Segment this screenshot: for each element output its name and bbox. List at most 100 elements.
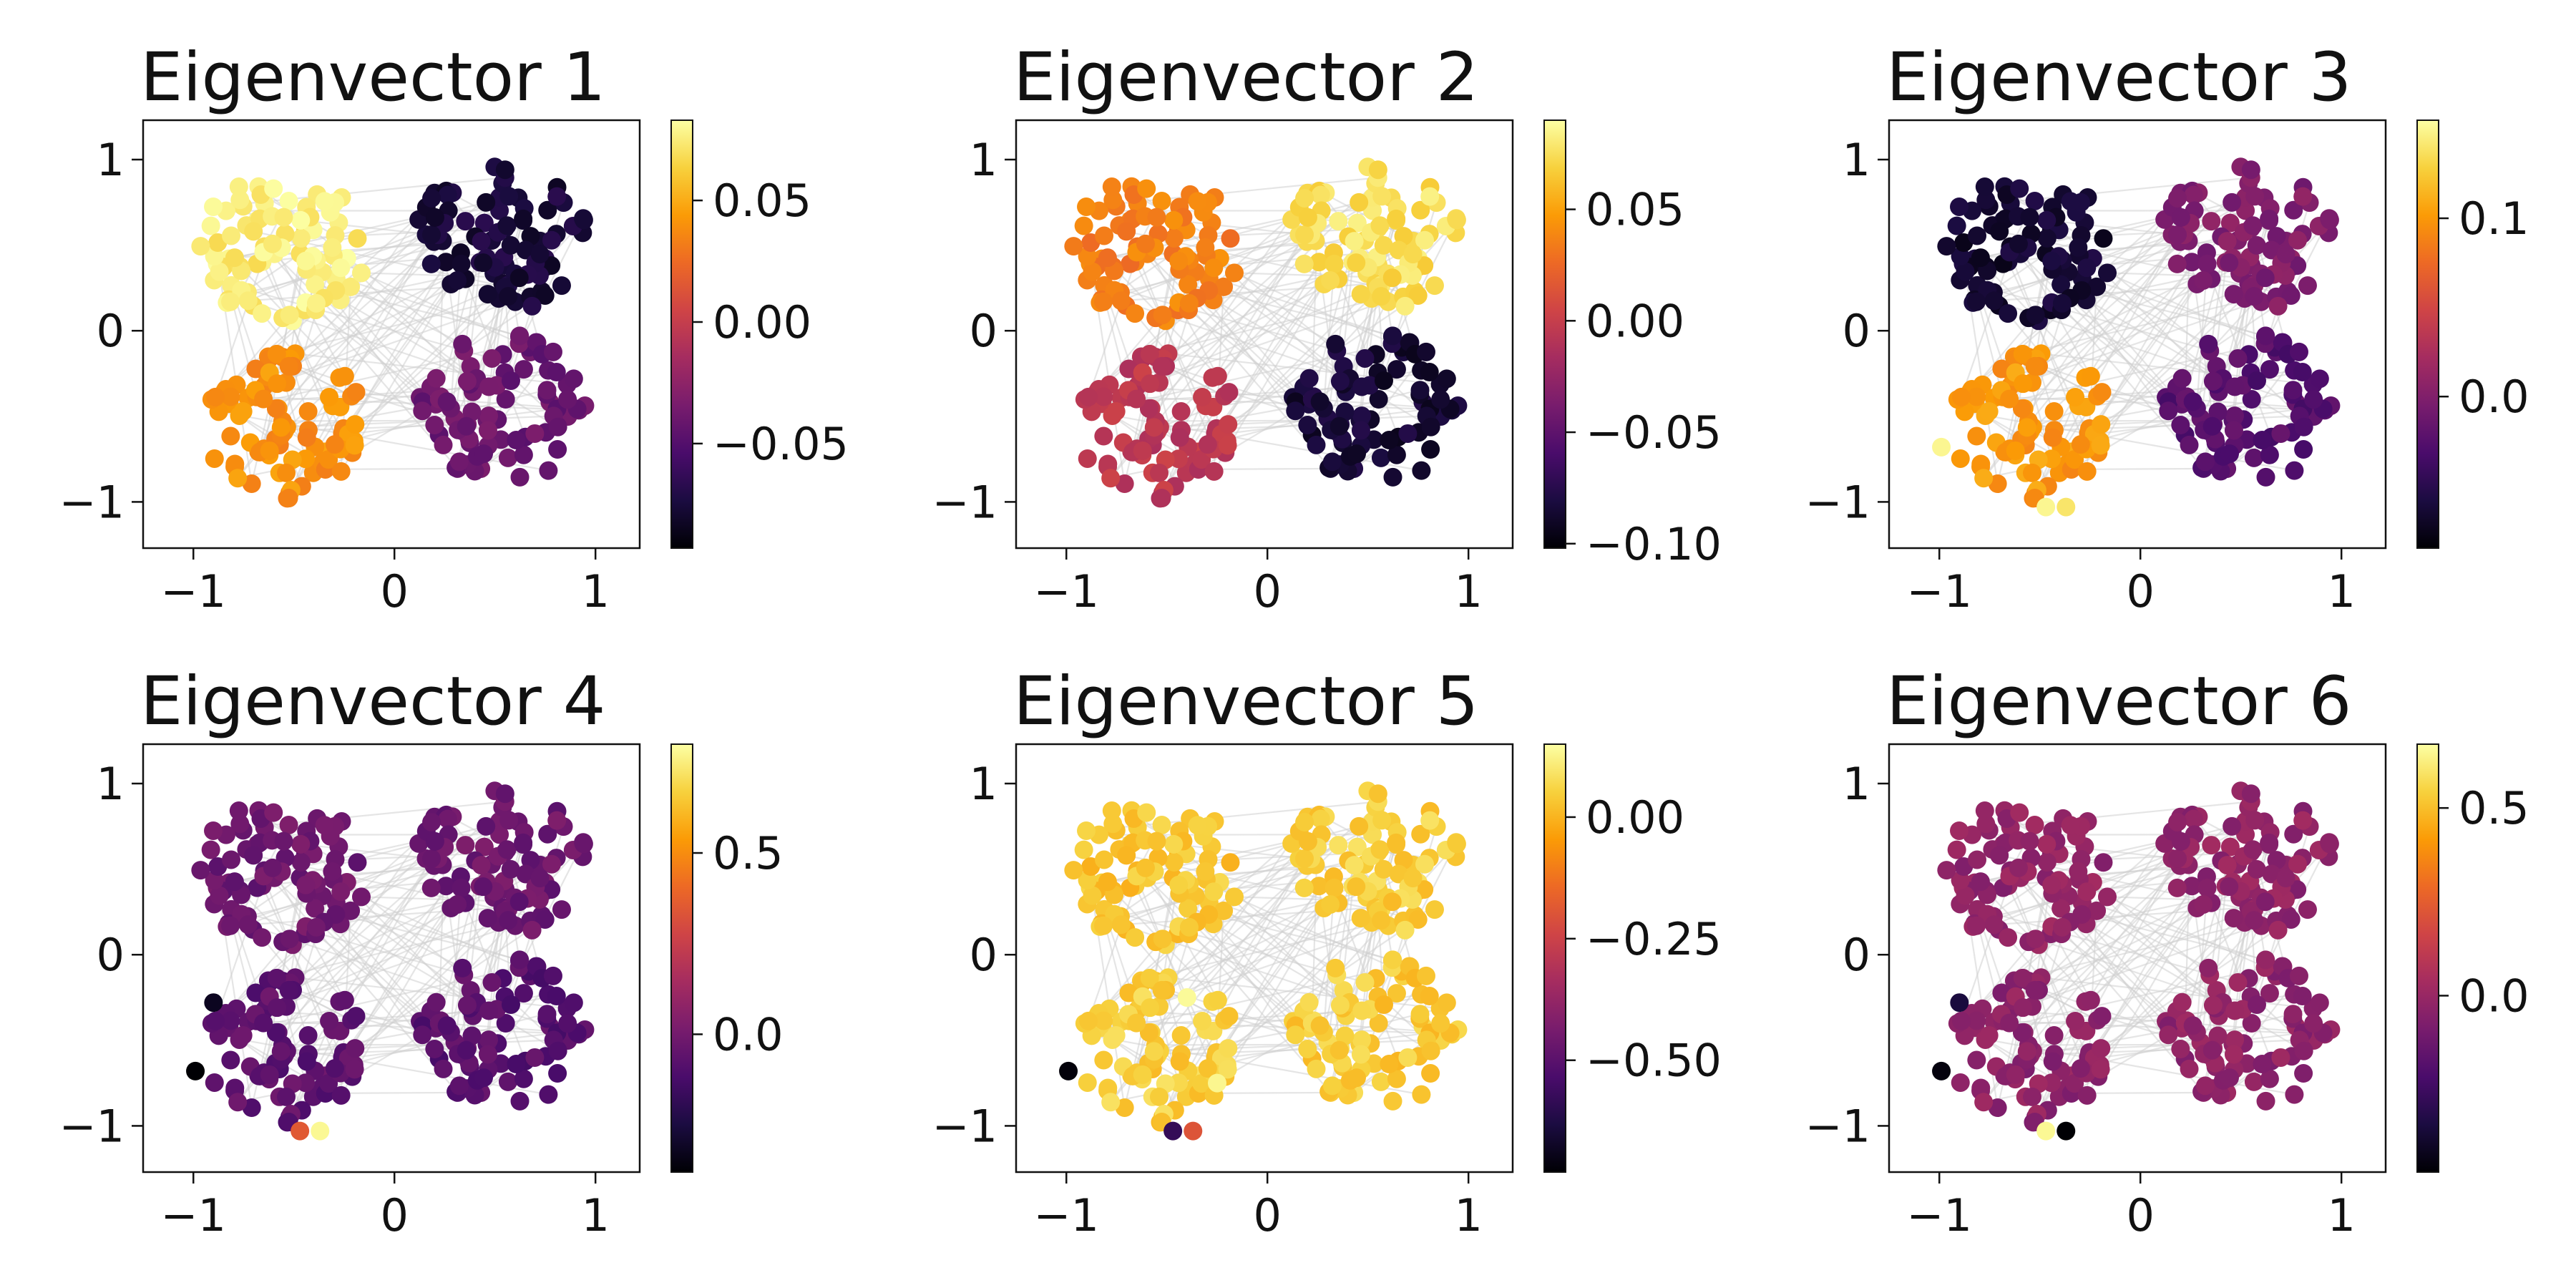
graph-node [2293, 987, 2312, 1006]
graph-node [564, 369, 583, 389]
graph-edge [2041, 977, 2313, 1010]
graph-node [2245, 811, 2265, 830]
graph-node [1370, 216, 1390, 235]
graph-node [2310, 993, 2329, 1013]
graph-node [271, 1042, 291, 1061]
colorbar [670, 743, 693, 1173]
graph-edge [2026, 1039, 2300, 1053]
graph-node [1371, 1072, 1390, 1091]
graph-edge [354, 919, 546, 1050]
graph-node [479, 1001, 499, 1020]
graph-node [220, 916, 240, 935]
graph-node [2012, 399, 2031, 418]
colorbar [1543, 743, 1566, 1173]
colorbar-tick-label: −0.05 [713, 418, 849, 470]
x-tick-label: 0 [380, 565, 408, 618]
graph-node [2081, 366, 2100, 386]
graph-node [2037, 210, 2057, 230]
graph-node [2197, 878, 2217, 897]
graph-node [2224, 421, 2243, 440]
panel-title: Eigenvector 5 [1013, 663, 1478, 741]
graph-node [2253, 1055, 2272, 1074]
graph-edge [1174, 843, 1305, 860]
graph-node [331, 882, 351, 902]
y-tick-label: 1 [1843, 134, 1870, 186]
graph-edge [1976, 873, 2273, 1022]
graph-node [474, 837, 494, 857]
graph-node [477, 816, 496, 836]
graph-node [1374, 371, 1393, 391]
graph-node [2298, 276, 2317, 296]
graph-node [1347, 253, 1366, 273]
graph-node [449, 1076, 469, 1096]
graph-node [1979, 401, 1999, 421]
graph-node [510, 950, 530, 970]
graph-node [479, 377, 499, 396]
graph-edge [255, 290, 542, 391]
graph-node [2223, 816, 2242, 836]
graph-node [1094, 1050, 1113, 1070]
graph-node [2276, 869, 2296, 888]
graph-edge [255, 914, 542, 1015]
graph-node [2294, 1063, 2313, 1083]
graph-node [2241, 784, 2260, 804]
graph-node [325, 1059, 344, 1078]
graph-node [1139, 399, 1158, 418]
graph-edge [354, 295, 546, 426]
graph-node [1347, 1068, 1366, 1088]
graph-node [1137, 179, 1156, 198]
graph-node [499, 187, 519, 206]
graph-node [1345, 232, 1364, 251]
graph-node [1137, 803, 1156, 822]
graph-node [1372, 911, 1391, 930]
graph-edge [2046, 843, 2178, 860]
graph-node [2025, 815, 2044, 834]
graph-node [1416, 966, 1435, 985]
graph-edge [1188, 933, 1309, 1029]
y-tick-label: 1 [97, 134, 125, 186]
graph-node [220, 292, 240, 311]
graph-node [233, 1025, 253, 1045]
graph-node [221, 387, 240, 406]
panel-title: Eigenvector 3 [1886, 39, 2351, 117]
graph-node [1347, 213, 1367, 233]
graph-node [238, 291, 258, 311]
panel-1: Eigenvector 1 −1 0 1 1 0 −1 0.05 0.00 −0.05 [59, 39, 849, 618]
graph-node [1984, 915, 2004, 935]
graph-node [1971, 248, 1990, 268]
graph-node [1204, 882, 1224, 902]
graph-node [2025, 191, 2044, 210]
graph-node [254, 1013, 273, 1033]
graph-node [296, 875, 316, 894]
graph-node [2256, 467, 2275, 487]
graph-edge [1103, 249, 1400, 398]
graph-node [1370, 840, 1390, 859]
graph-node [2069, 238, 2088, 257]
graph-node [1395, 920, 1415, 940]
graph-node [2220, 253, 2239, 273]
graph-node [1321, 270, 1340, 290]
graph-node [434, 435, 453, 454]
graph-node [268, 374, 287, 394]
graph-node [260, 1065, 279, 1084]
graph-edge [1118, 849, 1332, 1093]
graph-node [1380, 431, 1399, 450]
graph-node [2077, 882, 2097, 902]
graph-node [1387, 984, 1406, 1003]
outlier-node [2057, 1121, 2076, 1141]
graph-node [1294, 254, 1314, 273]
graph-node [2009, 858, 2028, 877]
graph-edge [315, 933, 436, 1029]
graph-node [2225, 1030, 2245, 1050]
graph-edge [1188, 309, 1309, 405]
graph-node [2293, 363, 2312, 382]
outlier-node [2036, 497, 2056, 517]
graph-node [2026, 930, 2045, 949]
graph-node [1095, 850, 1114, 869]
x-tick-label: 1 [1454, 1189, 1482, 1241]
graph-node [1345, 856, 1364, 875]
graph-node [1298, 1040, 1317, 1059]
graph-node [2097, 887, 2117, 907]
graph-node [456, 212, 475, 231]
